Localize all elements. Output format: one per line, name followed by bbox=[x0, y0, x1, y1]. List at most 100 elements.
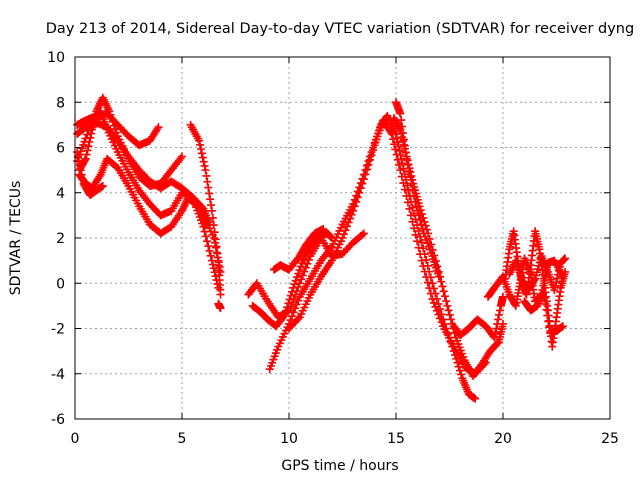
data-point bbox=[434, 299, 443, 308]
data-point bbox=[205, 246, 214, 255]
data-point bbox=[403, 181, 412, 190]
data-point bbox=[550, 286, 559, 295]
data-point bbox=[283, 303, 292, 312]
data-point bbox=[424, 229, 433, 238]
data-point bbox=[201, 232, 210, 241]
data-point bbox=[356, 184, 365, 193]
data-point bbox=[532, 268, 541, 277]
data-point bbox=[403, 156, 412, 165]
data-point bbox=[358, 179, 367, 188]
data-point bbox=[319, 224, 328, 233]
data-point bbox=[268, 358, 277, 367]
data-point bbox=[79, 140, 88, 149]
data-point bbox=[422, 235, 431, 244]
data-point bbox=[87, 129, 96, 138]
y-tick-label: 2 bbox=[56, 231, 65, 247]
data-point bbox=[206, 195, 215, 204]
data-point bbox=[105, 107, 114, 116]
data-point bbox=[494, 315, 503, 324]
data-point bbox=[453, 358, 462, 367]
data-point bbox=[425, 267, 434, 276]
data-point bbox=[449, 347, 458, 356]
data-point bbox=[199, 222, 208, 231]
series-trace-19 bbox=[505, 252, 570, 295]
data-point bbox=[205, 189, 214, 198]
data-point bbox=[408, 175, 417, 184]
x-axis-label: GPS time / hours bbox=[281, 458, 398, 474]
data-point bbox=[458, 349, 467, 358]
x-tick-labels: 0 5 10 15 20 25 bbox=[71, 431, 619, 447]
data-point bbox=[491, 329, 500, 338]
data-point bbox=[540, 294, 549, 303]
data-point bbox=[290, 280, 299, 289]
data-point bbox=[213, 249, 222, 258]
data-point bbox=[192, 203, 201, 212]
data-point bbox=[442, 324, 451, 333]
data-point bbox=[75, 161, 84, 170]
data-point bbox=[195, 136, 204, 145]
axis-ticks bbox=[74, 56, 611, 420]
data-point bbox=[451, 351, 460, 360]
data-point bbox=[78, 144, 87, 153]
data-point bbox=[447, 315, 456, 324]
data-point bbox=[291, 276, 300, 285]
data-point bbox=[532, 271, 541, 280]
data-point bbox=[396, 166, 405, 175]
data-point bbox=[544, 317, 553, 326]
data-point bbox=[397, 116, 406, 125]
series-trace-13 bbox=[285, 111, 480, 403]
data-point bbox=[359, 175, 368, 184]
data-point bbox=[404, 160, 413, 169]
data-point bbox=[406, 168, 415, 177]
y-tick-label: -2 bbox=[51, 322, 65, 338]
data-point bbox=[110, 121, 119, 130]
chart-title: Day 213 of 2014, Sidereal Day-to-day VTE… bbox=[46, 21, 634, 37]
data-point bbox=[294, 269, 303, 278]
y-tick-label: 10 bbox=[47, 50, 65, 66]
data-point bbox=[405, 204, 414, 213]
data-point bbox=[434, 267, 443, 276]
data-point bbox=[401, 148, 410, 157]
data-point bbox=[204, 242, 213, 251]
data-point bbox=[417, 210, 426, 219]
data-point bbox=[431, 289, 440, 298]
data-point bbox=[364, 160, 373, 169]
data-point bbox=[195, 212, 204, 221]
data-point bbox=[362, 165, 371, 174]
data-point bbox=[296, 262, 305, 271]
data-point bbox=[421, 221, 430, 230]
data-point bbox=[561, 254, 570, 263]
data-point bbox=[421, 232, 430, 241]
data-point bbox=[196, 216, 205, 225]
data-point bbox=[552, 278, 561, 287]
data-point bbox=[533, 265, 542, 274]
data-point bbox=[398, 133, 407, 142]
data-point bbox=[455, 343, 464, 352]
data-point bbox=[83, 146, 92, 155]
data-point bbox=[216, 304, 225, 313]
data-point bbox=[397, 129, 406, 138]
data-point bbox=[202, 171, 211, 180]
data-point bbox=[396, 125, 405, 134]
data-point bbox=[420, 250, 429, 259]
data-point bbox=[292, 273, 301, 282]
data-point bbox=[289, 283, 298, 292]
data-point bbox=[436, 305, 445, 314]
data-point bbox=[200, 227, 209, 236]
data-point bbox=[193, 206, 202, 215]
data-point bbox=[84, 142, 93, 151]
data-point bbox=[445, 333, 454, 342]
x-tick-label: 5 bbox=[178, 431, 187, 447]
data-point bbox=[404, 186, 413, 195]
data-point bbox=[108, 117, 117, 126]
data-point bbox=[396, 150, 405, 159]
data-point bbox=[200, 161, 209, 170]
data-point bbox=[112, 128, 121, 137]
data-point bbox=[359, 229, 368, 238]
data-point bbox=[85, 138, 94, 147]
data-point bbox=[211, 272, 220, 281]
data-point bbox=[541, 299, 550, 308]
data-point bbox=[203, 237, 212, 246]
data-point bbox=[413, 195, 422, 204]
data-point bbox=[369, 146, 378, 155]
